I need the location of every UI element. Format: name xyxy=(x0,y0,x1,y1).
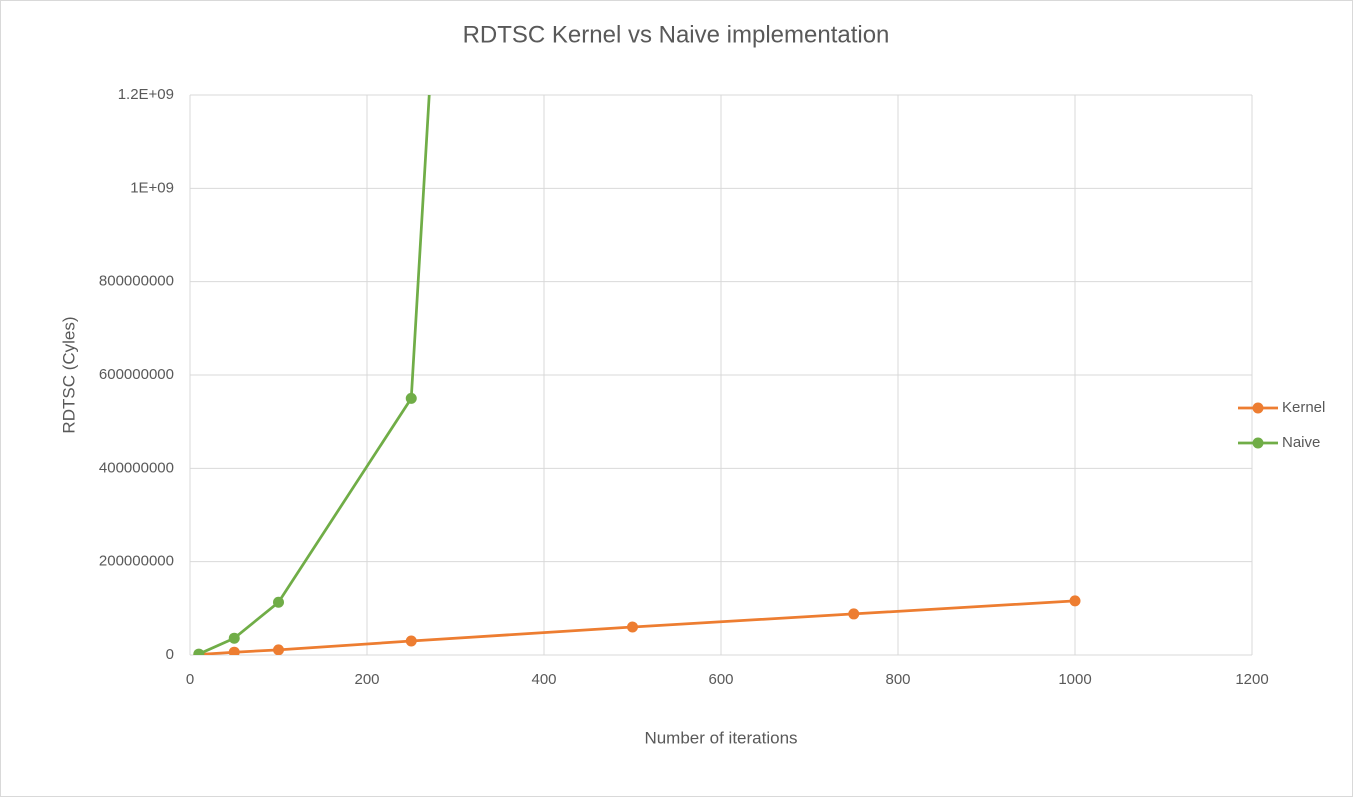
x-tick-label: 800 xyxy=(885,671,910,688)
x-tick-label: 1200 xyxy=(1235,671,1268,688)
legend-marker xyxy=(1252,402,1264,414)
x-tick-label: 400 xyxy=(531,671,556,688)
y-tick-label: 600000000 xyxy=(99,366,174,383)
y-tick-label: 1.2E+09 xyxy=(118,86,174,103)
y-tick-label: 200000000 xyxy=(99,553,174,570)
data-point xyxy=(627,621,638,633)
data-point xyxy=(405,392,417,404)
y-tick-label: 400000000 xyxy=(99,459,174,476)
data-point xyxy=(228,632,240,644)
y-axis-label: RDTSC (Cyles) xyxy=(59,316,78,433)
legend-label: Kernel xyxy=(1282,399,1325,416)
data-point xyxy=(228,646,240,655)
chart-title: RDTSC Kernel vs Naive implementation xyxy=(463,21,890,48)
legend-marker xyxy=(1252,437,1264,449)
x-tick-label: 1000 xyxy=(1058,671,1091,688)
y-tick-label: 800000000 xyxy=(99,273,174,290)
data-point xyxy=(1069,595,1081,607)
data-point xyxy=(193,648,205,655)
data-point xyxy=(405,635,417,647)
x-axis-label: Number of iterations xyxy=(644,728,797,747)
data-point xyxy=(273,644,284,655)
y-tick-label: 1E+09 xyxy=(130,179,174,196)
x-tick-label: 0 xyxy=(186,671,194,688)
x-tick-label: 200 xyxy=(354,671,379,688)
x-tick-label: 600 xyxy=(708,671,733,688)
plot-area xyxy=(193,95,1081,655)
data-point xyxy=(273,596,284,608)
data-point xyxy=(848,608,860,620)
y-tick-label: 0 xyxy=(166,646,174,663)
legend-label: Naive xyxy=(1282,434,1320,451)
